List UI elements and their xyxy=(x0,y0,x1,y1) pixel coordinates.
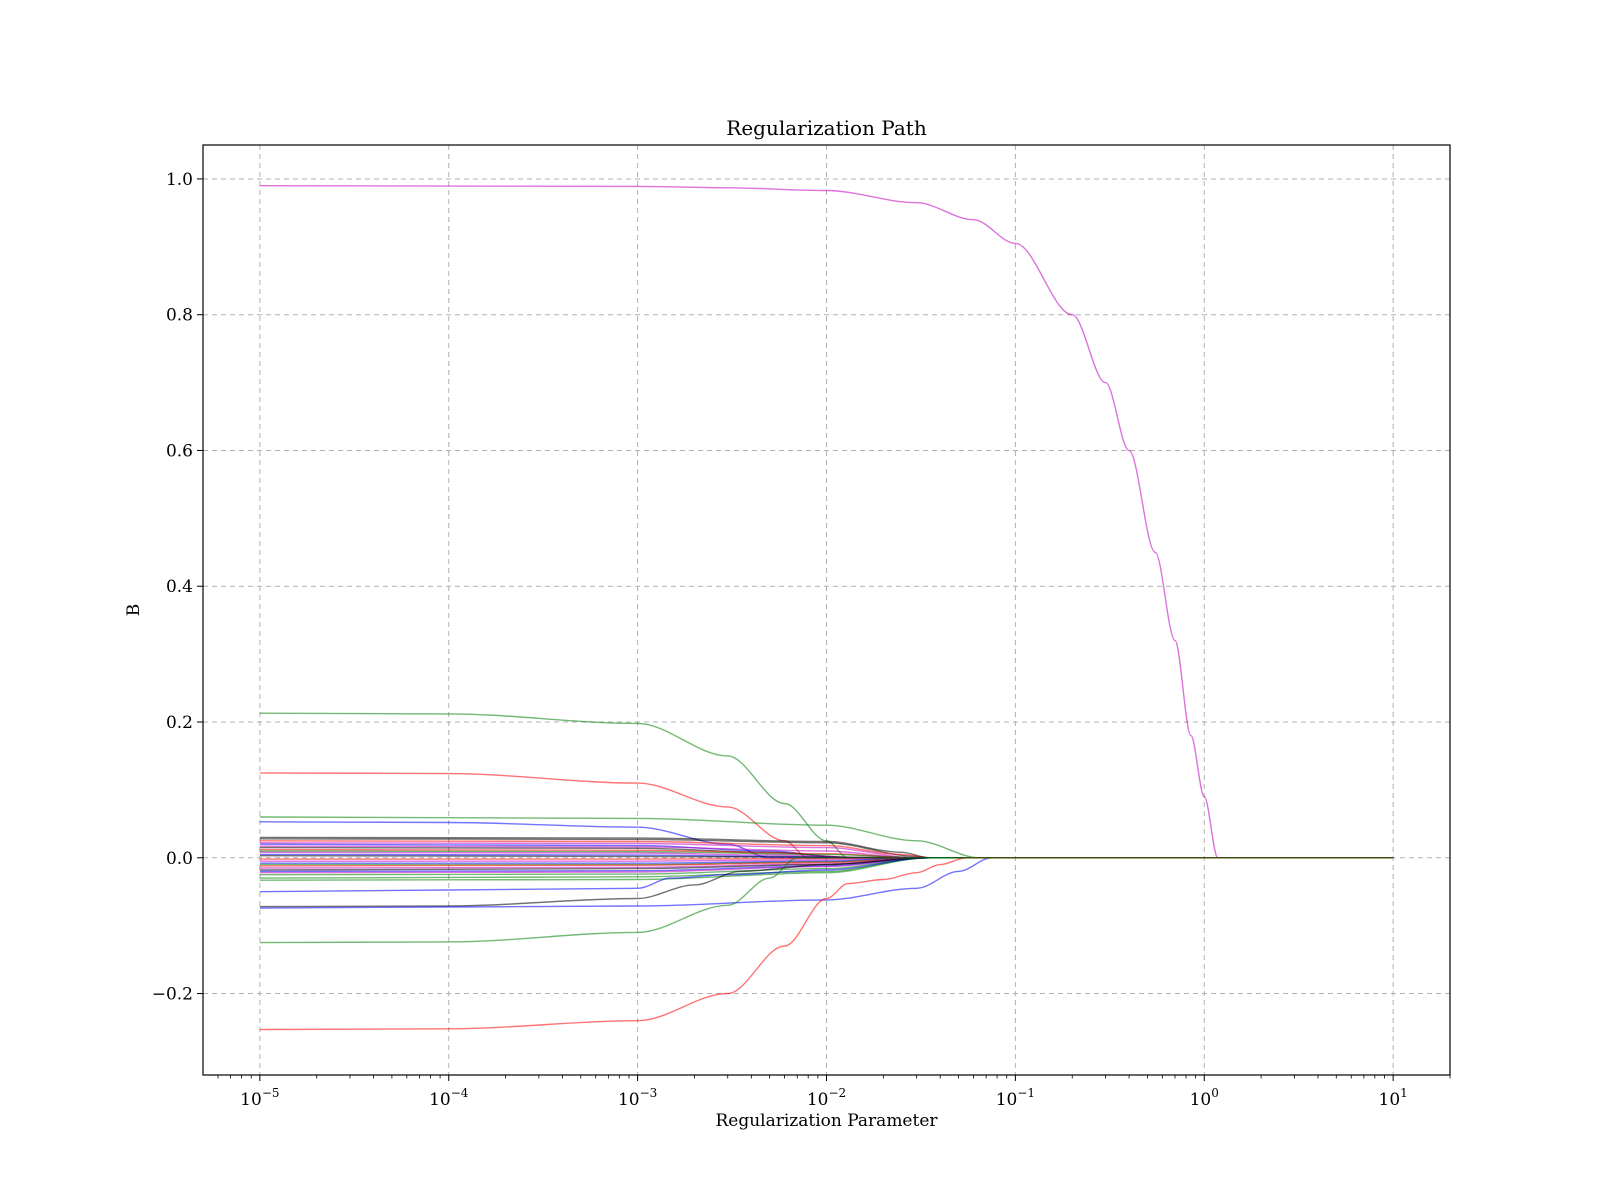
y-tick-label: 1.0 xyxy=(166,170,193,190)
y-tick-label: 0.4 xyxy=(166,577,193,597)
y-tick-label: 0.8 xyxy=(166,306,193,326)
chart-title: Regularization Path xyxy=(726,116,927,140)
x-tick-label: 10−1 xyxy=(996,1086,1035,1110)
y-tick-label: 0.2 xyxy=(166,713,193,733)
y-tick-label: 0.0 xyxy=(166,849,193,869)
series-group xyxy=(259,185,1394,1031)
x-tick-label: 100 xyxy=(1190,1086,1219,1110)
x-tick-label-base: 10 xyxy=(1379,1090,1401,1110)
x-tick-label: 10−5 xyxy=(240,1086,279,1110)
y-tick-label: 0.6 xyxy=(166,441,193,461)
x-tick-label: 101 xyxy=(1379,1086,1408,1110)
x-tick-label-exp: 1 xyxy=(1400,1086,1408,1100)
x-tick-label-base: 10 xyxy=(429,1090,451,1110)
series-line xyxy=(259,185,1394,859)
x-tick-label: 10−4 xyxy=(429,1086,469,1110)
x-tick-label-exp: −4 xyxy=(451,1086,469,1100)
ticks: 10−5 10−4 10−3 10−2 10−1 100 101−0.20.00.20.40… xyxy=(152,170,1451,1110)
x-tick-label-base: 10 xyxy=(1190,1090,1212,1110)
x-tick-label-base: 10 xyxy=(996,1090,1018,1110)
x-tick-label-exp: −2 xyxy=(828,1086,846,1100)
x-tick-label-exp: −5 xyxy=(262,1086,280,1100)
x-axis-label: Regularization Parameter xyxy=(715,1111,938,1131)
x-tick-label: 10−2 xyxy=(807,1086,846,1110)
x-tick-label-base: 10 xyxy=(618,1090,640,1110)
x-tick-label-exp: −1 xyxy=(1017,1086,1035,1100)
y-tick-label: −0.2 xyxy=(152,985,193,1005)
grid xyxy=(203,145,1450,1075)
x-tick-label: 10−3 xyxy=(618,1086,657,1110)
x-tick-label-exp: −3 xyxy=(640,1086,658,1100)
x-tick-label-base: 10 xyxy=(240,1090,262,1110)
x-tick-label-base: 10 xyxy=(807,1090,829,1110)
y-axis-label: B xyxy=(124,604,144,617)
x-tick-label-exp: 0 xyxy=(1211,1086,1219,1100)
